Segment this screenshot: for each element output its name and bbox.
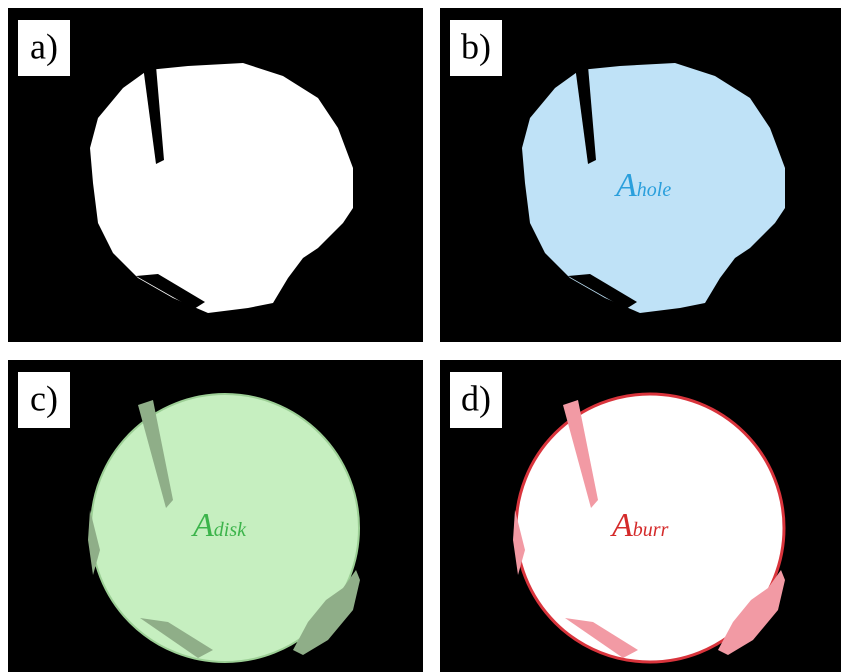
panel-b: b) Ahole xyxy=(440,8,841,342)
figure: a) b) Ahole c) Adisk d) Aburr xyxy=(0,0,841,672)
panel-d: d) Aburr xyxy=(440,360,841,672)
subscript: disk xyxy=(214,519,247,541)
panel-c: c) Adisk xyxy=(8,360,423,672)
subscript: hole xyxy=(637,179,672,201)
symbol: A xyxy=(614,167,637,204)
symbol: A xyxy=(191,507,214,544)
symbol: A xyxy=(610,507,633,544)
panel-label: b) xyxy=(461,26,491,66)
panel-a: a) xyxy=(8,8,423,342)
panel-label: a) xyxy=(30,26,58,66)
panel-label: d) xyxy=(461,378,491,418)
panel-label: c) xyxy=(30,378,58,418)
subscript: burr xyxy=(633,519,669,541)
